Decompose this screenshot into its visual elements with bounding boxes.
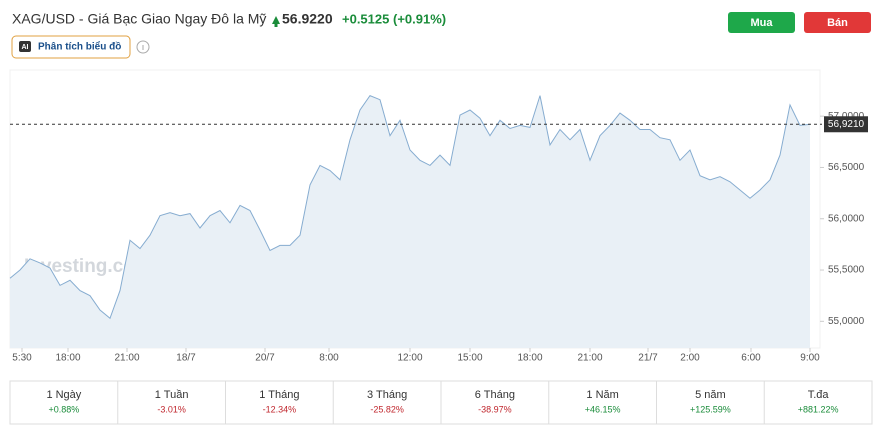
period-label: 1 Năm [586,389,618,401]
instrument-title: XAG/USD - Giá Bạc Giao Ngay Đô la Mỹ [12,11,266,27]
ai-icon-text: AI [22,44,29,51]
period-label: 1 Tháng [259,389,299,401]
period-label: 1 Ngày [46,389,81,401]
x-tick-label: 21:00 [577,353,602,364]
y-tick-label: 56,0000 [828,213,865,224]
period-label: 6 Tháng [475,389,515,401]
y-tick-label: 56,5000 [828,162,865,173]
sell-button[interactable] [804,12,871,33]
ai-icon [19,41,31,52]
change-pct: (+0.91%) [393,11,446,26]
period-change: -3.01% [157,404,186,414]
info-icon[interactable] [136,40,150,54]
period-change: +46.15% [585,404,621,414]
period-change: -12.34% [263,404,297,414]
current-price-box [824,116,868,133]
watermark: Investing.com [24,256,152,277]
period-change: -25.82% [370,404,404,414]
y-tick-label: 55,0000 [828,316,865,327]
area [10,95,810,348]
period-label: 1 Tuần [155,389,189,401]
x-tick-label: 21/7 [638,353,658,364]
sell-label[interactable]: Bán [827,17,848,29]
period-change: +125.59% [690,404,731,414]
change: +0.5125 [342,11,389,26]
x-tick-label: 5:30 [12,353,32,364]
current-price-label: 56,9210 [828,119,865,130]
analysis-label[interactable]: Phân tích biểu đồ [38,41,121,53]
price: 56.9220 [282,11,333,27]
period-change: -38.97% [478,404,512,414]
period-change: +0.88% [48,404,79,414]
x-tick-label: 18:00 [55,353,80,364]
period-label: T.đa [808,389,830,401]
x-tick-label: 9:00 [800,353,820,364]
line [9,94,811,320]
x-tick-label: 18:00 [517,353,542,364]
buy-button[interactable] [728,12,795,33]
x-tick-label: 21:00 [114,353,139,364]
x-tick-label: 20/7 [255,353,275,364]
period-change: +881.22% [798,404,839,414]
y-tick-label: 55,5000 [828,265,865,276]
buy-label[interactable]: Mua [751,17,774,29]
analysis-button[interactable] [11,35,131,59]
x-tick-label: 8:00 [319,353,339,364]
up-arrow [272,16,280,27]
x-tick-label: 18/7 [176,353,196,364]
x-tick-label: 2:00 [680,353,700,364]
x-tick-label: 15:00 [457,353,482,364]
period-label: 5 năm [695,389,726,401]
period-label: 3 Tháng [367,389,407,401]
x-tick-label: 6:00 [741,353,761,364]
x-tick-label: 12:00 [397,353,422,364]
